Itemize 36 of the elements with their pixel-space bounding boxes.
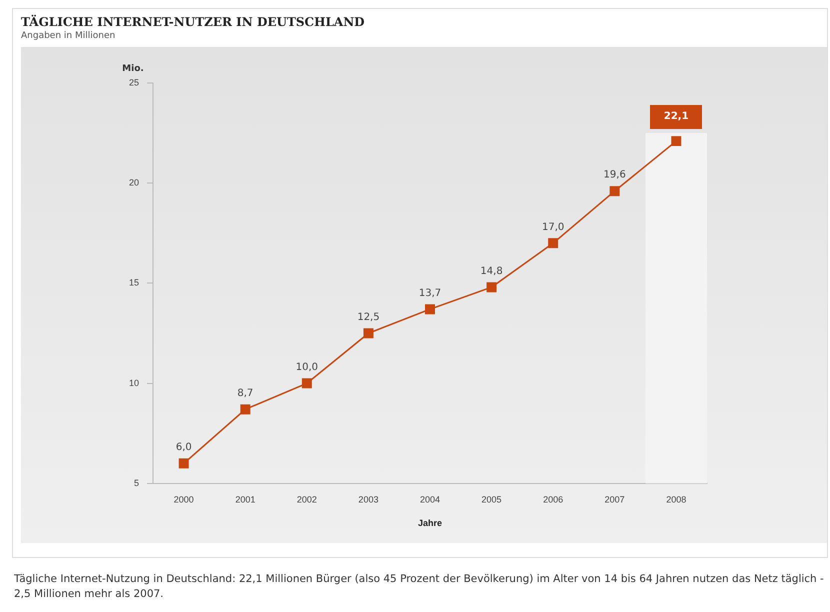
point	[486, 282, 497, 292]
x-tick-label: 2008	[666, 494, 686, 504]
x-tick-label: 2001	[235, 494, 256, 504]
y-axis-title: Mio.	[122, 64, 144, 74]
x-tick-label: 2002	[296, 494, 317, 504]
y-tick-label: 15	[128, 278, 140, 288]
y-tick-label: 10	[128, 378, 140, 388]
point	[671, 136, 682, 146]
chart-title: TÄGLICHE INTERNET-NUTZER IN DEUTSCHLAND	[21, 15, 365, 29]
point	[610, 186, 620, 196]
x-tick-label: 2000	[174, 494, 194, 504]
text: Angaben in Millionen	[21, 31, 116, 41]
data-label: 8,7	[237, 388, 254, 399]
point	[302, 378, 312, 388]
point	[548, 238, 558, 248]
x-tick-label: 2003	[358, 494, 378, 504]
x-tick-label: 2007	[604, 494, 625, 504]
data-label: 12,5	[357, 312, 380, 323]
x-tick-label: 2004	[420, 494, 440, 504]
y-tick-label: 20	[128, 178, 140, 188]
x-tick-label: 2005	[482, 494, 502, 504]
x-axis-title: Jahre	[418, 518, 442, 528]
y-tick-label: 25	[128, 77, 140, 88]
data-label: 19,6	[604, 170, 626, 181]
data-label: 17,0	[542, 222, 564, 233]
point	[363, 328, 374, 338]
y-tick-label: 5	[134, 478, 140, 488]
data-label: 14,8	[480, 266, 503, 277]
data-label: 10,0	[296, 362, 318, 373]
data-label: 13,7	[418, 288, 442, 299]
point	[425, 304, 435, 314]
point	[240, 404, 250, 414]
text: Tägliche Internet-Nutzung in Deutschland: 22,1 Millionen Bürger (also 45 Prozent der Bevölkerung) im Alter von 14 bis 64 Jahren nutzen das Netz täglich - 2,5 Millionen mehr als 2007.	[14, 572, 824, 602]
x-tick-label: 2006	[543, 494, 564, 504]
data-label: 6,0	[176, 442, 192, 453]
point	[178, 458, 189, 468]
